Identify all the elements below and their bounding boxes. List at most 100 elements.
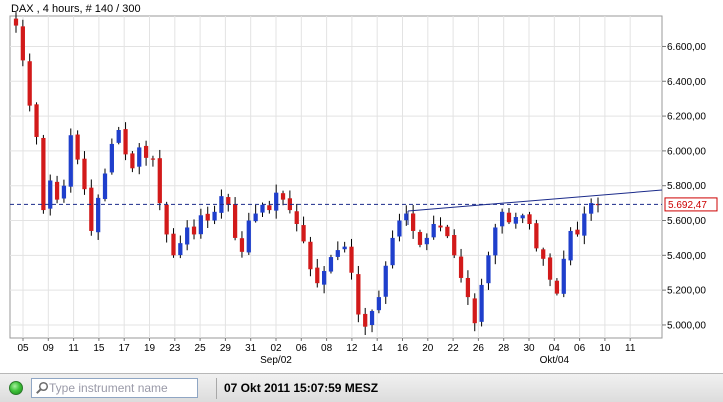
candle-down (75, 134, 80, 160)
candle-down (294, 211, 299, 224)
candle-up (246, 220, 251, 253)
candlestick-chart[interactable]: DAX , 4 hours, # 140 / 300 5.000,00 5.200… (0, 0, 723, 373)
candle-up (109, 143, 114, 173)
candle-up (116, 130, 121, 143)
y-tick-label: 6.600,00 (667, 42, 706, 53)
candle-up (48, 180, 53, 209)
status-divider (216, 378, 217, 399)
x-tick-label: 25 (195, 343, 207, 354)
x-tick-label: 08 (321, 343, 333, 354)
y-tick-label: 5.200,00 (667, 286, 706, 297)
candle-down (27, 61, 32, 106)
candle-down (41, 137, 46, 211)
candle-down (13, 18, 19, 26)
candle-down (445, 226, 450, 237)
candle-up (102, 173, 108, 200)
y-tick-label: 5.000,00 (667, 320, 706, 331)
candle-up (589, 203, 594, 214)
x-tick-label: 09 (43, 343, 55, 354)
x-tick-label: 17 (119, 343, 131, 354)
x-tick-label: 26 (473, 343, 485, 354)
candles (13, 12, 601, 336)
candle-down (143, 145, 149, 158)
candle-down (554, 280, 560, 294)
candle-up (321, 270, 327, 285)
x-tick-label: 04 (549, 343, 561, 354)
candle-down (315, 267, 320, 284)
x-tick-label: 06 (296, 343, 308, 354)
candle-up (185, 227, 190, 245)
x-tick-label: 05 (17, 343, 29, 354)
candle-down (541, 249, 546, 259)
month-label: Okt/04 (540, 355, 570, 366)
month-labels: Sep/02 Okt/04 (260, 355, 569, 366)
candle-down (452, 235, 457, 256)
candle-up (61, 185, 67, 199)
candle-down (205, 213, 210, 221)
x-tick-label: 11 (68, 343, 79, 354)
x-tick-label: 12 (346, 343, 358, 354)
candle-down (157, 158, 162, 204)
candle-down (356, 274, 361, 315)
x-tick-label: 06 (574, 343, 586, 354)
search-icon[interactable] (35, 381, 49, 395)
candle-down (465, 277, 471, 298)
candle-down (150, 158, 156, 160)
candle-up (500, 211, 505, 227)
candle-down (20, 26, 25, 61)
y-tick-label: 6.400,00 (667, 77, 706, 88)
candle-up (369, 311, 375, 326)
x-tick-label: 11 (625, 343, 636, 354)
y-tick-label: 5.800,00 (667, 181, 706, 192)
candle-down (226, 197, 231, 205)
candle-down (267, 205, 272, 211)
candle-down (547, 257, 553, 280)
candle-up (568, 230, 573, 261)
overlays: 5.692,47 (10, 189, 718, 225)
x-tick-label: 31 (245, 343, 257, 354)
candle-down (527, 214, 532, 224)
candle-up (260, 204, 265, 213)
x-tick-label: 20 (422, 343, 434, 354)
candle-up (397, 220, 402, 237)
candle-down (82, 158, 87, 190)
candle-down (191, 226, 197, 235)
candle-up (68, 135, 73, 187)
x-tick-label: 23 (169, 343, 181, 354)
instrument-search-input[interactable] (49, 380, 195, 396)
candle-down (89, 187, 94, 231)
candle-up (383, 265, 388, 297)
chart-area[interactable]: DAX , 4 hours, # 140 / 300 5.000,00 5.200… (0, 0, 723, 373)
candle-up (513, 217, 518, 224)
candle-up (198, 215, 203, 235)
candle-up (520, 215, 525, 219)
candle-down (575, 229, 580, 235)
connection-status-icon (9, 381, 23, 395)
candle-down (472, 298, 477, 324)
candle-down (171, 233, 176, 256)
candle-down (301, 225, 306, 242)
chart-title: DAX , 4 hours, # 140 / 300 (11, 3, 141, 15)
y-axis: 5.000,00 5.200,00 5.400,00 5.600,00 5.800,00… (662, 42, 706, 331)
instrument-search[interactable] (31, 378, 198, 398)
candle-up (493, 227, 498, 256)
x-tick-label: 16 (397, 343, 409, 354)
candle-down (130, 153, 135, 169)
candle-down (54, 181, 60, 200)
candle-down (280, 193, 286, 200)
candle-up (342, 246, 347, 250)
candle-up (212, 211, 217, 221)
candle-down (232, 204, 238, 238)
y-tick-label: 6.000,00 (667, 146, 706, 157)
status-datetime: 07 Okt 2011 15:07:59 MESZ (224, 381, 379, 395)
candle-up (335, 250, 340, 257)
y-tick-label: 6.200,00 (667, 112, 706, 123)
x-tick-label: 02 (270, 343, 282, 354)
candle-up (582, 213, 587, 236)
candle-up (424, 237, 429, 245)
status-bar: 07 Okt 2011 15:07:59 MESZ (0, 373, 723, 402)
candle-down (438, 225, 443, 228)
candle-up (486, 255, 491, 284)
candle-up (390, 237, 395, 266)
candle-down (308, 241, 313, 270)
